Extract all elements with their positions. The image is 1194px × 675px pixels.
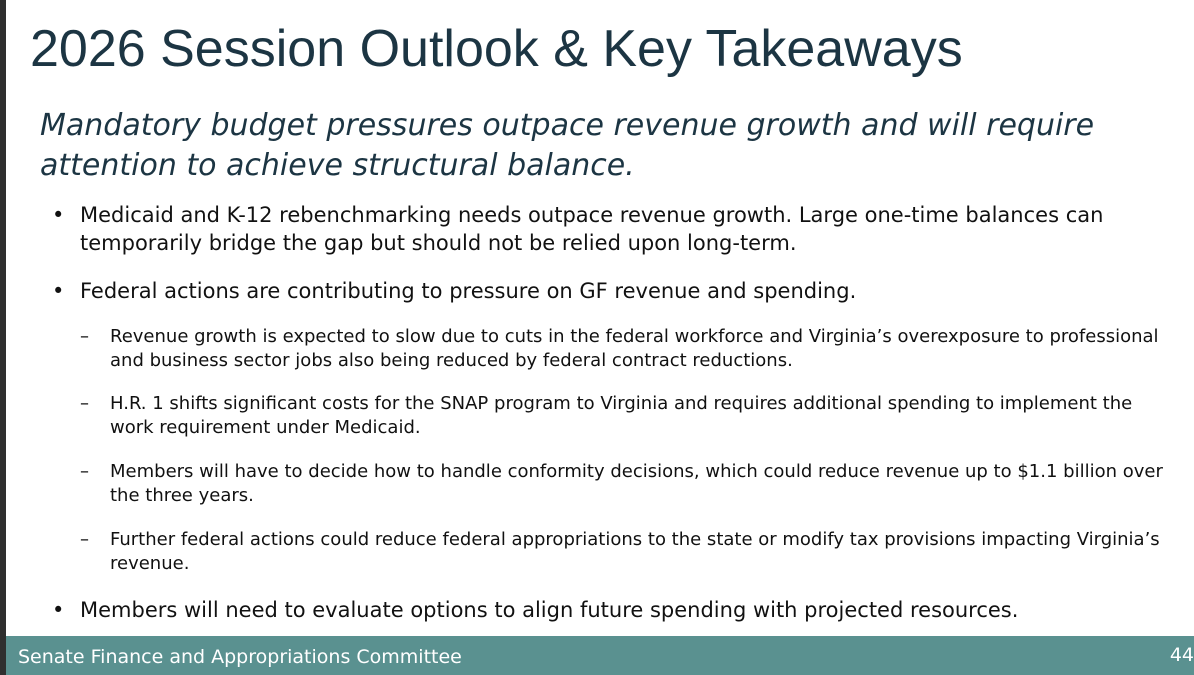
sub-bullet-marker: – [80, 326, 89, 347]
footer-committee-name: Senate Finance and Appropriations Commit… [18, 646, 462, 668]
left-edge-rule [0, 0, 6, 675]
bullet-text: Members will need to evaluate options to… [80, 598, 1019, 622]
sub-bullet-text: Revenue growth is expected to slow due t… [110, 326, 1159, 371]
bullet-item: • Members will need to evaluate options … [52, 596, 1162, 624]
sub-bullet-marker: – [80, 529, 89, 550]
bullet-item: • Medicaid and K-12 rebenchmarking needs… [52, 201, 1162, 257]
sub-bullet-text: H.R. 1 shifts significant costs for the … [110, 393, 1133, 438]
footer-bar: Senate Finance and Appropriations Commit… [6, 636, 1194, 675]
bullet-marker: • [52, 279, 65, 303]
bullet-text: Federal actions are contributing to pres… [80, 279, 857, 303]
bullet-marker: • [52, 203, 65, 227]
bullet-marker: • [52, 598, 65, 622]
slide-title: 2026 Session Outlook & Key Takeaways [30, 20, 963, 78]
sub-bullet-marker: – [80, 393, 89, 414]
page-number: 44 [1169, 644, 1194, 666]
bullet-item: • Federal actions are contributing to pr… [52, 277, 1162, 305]
sub-bullet-marker: – [80, 461, 89, 482]
sub-bullet-item: – H.R. 1 shifts significant costs for th… [80, 392, 1172, 440]
slide-subtitle: Mandatory budget pressures outpace reven… [40, 108, 1095, 183]
sub-bullet-item: – Further federal actions could reduce f… [80, 528, 1172, 576]
sub-bullet-text: Members will have to decide how to handl… [110, 461, 1163, 506]
sub-bullet-item: – Members will have to decide how to han… [80, 460, 1172, 508]
sub-bullet-text: Further federal actions could reduce fed… [110, 529, 1160, 574]
bullet-text: Medicaid and K-12 rebenchmarking needs o… [80, 203, 1104, 255]
sub-bullet-item: – Revenue growth is expected to slow due… [80, 325, 1172, 373]
